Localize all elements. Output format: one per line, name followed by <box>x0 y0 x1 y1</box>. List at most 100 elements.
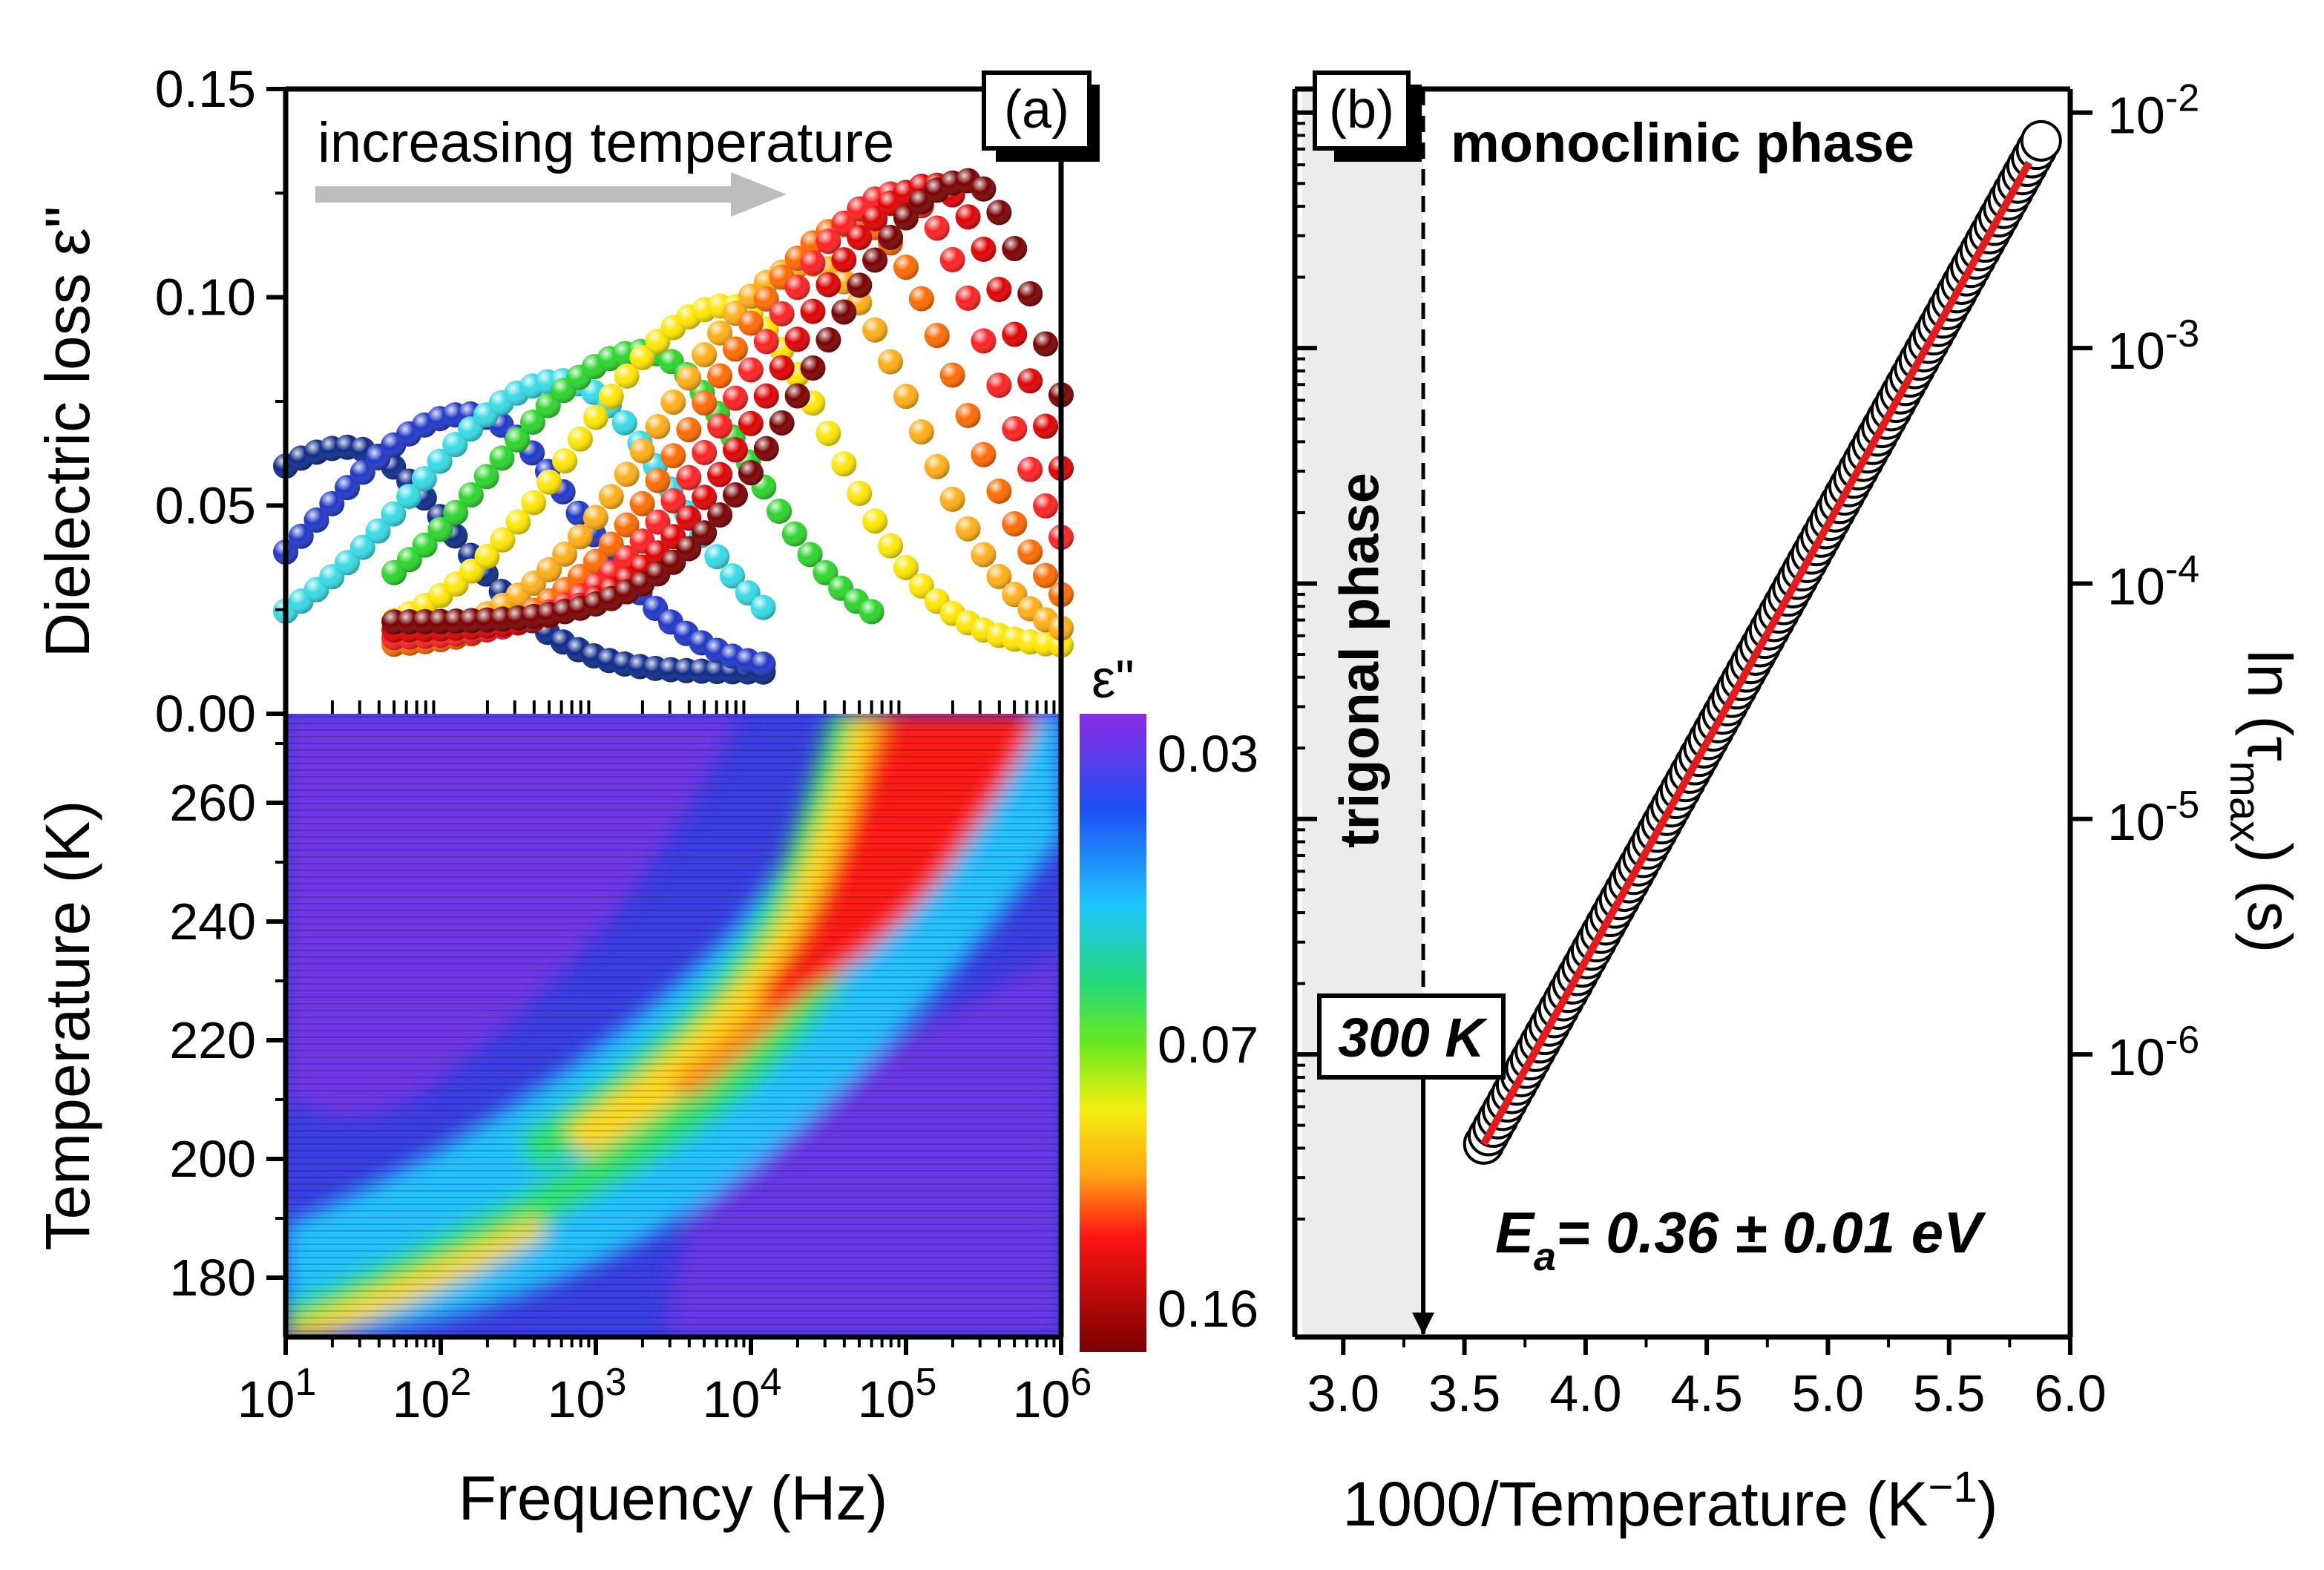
loss-point-shade <box>629 344 655 370</box>
panel-b-axes: 3.0 3.5 4.0 4.5 5.0 5.5 6.0 10-2 10-3 10-4 10-5 10-… <box>1292 77 2199 1422</box>
loss-point-shade <box>800 250 826 276</box>
loss-point-shade <box>939 246 965 272</box>
loss-point-shade <box>442 432 468 458</box>
loss-point-shade <box>986 478 1012 504</box>
loss-point-shade <box>1002 510 1028 536</box>
loss-point-shade <box>692 390 718 416</box>
loss-point-shade <box>535 392 561 418</box>
tau-tick-label-2: 10-4 <box>2107 548 2199 615</box>
temperature-tick-label-3: 240 <box>169 893 256 950</box>
loss-point-shade <box>847 480 873 506</box>
loss-point-shade <box>738 460 764 486</box>
loss-point-shade <box>489 445 515 471</box>
panel-a-top-axes: 0.00 0.05 0.10 0.15 <box>155 60 1064 743</box>
loss-point-shade <box>722 336 748 362</box>
loss-point-shade <box>750 651 776 677</box>
loss-point-shade <box>611 410 637 436</box>
loss-point-shade <box>505 509 531 535</box>
loss-point-shade <box>955 285 981 311</box>
loss-point-shade <box>769 355 795 381</box>
panel-a-label: (a) <box>1004 80 1069 139</box>
loss-point-shade <box>582 404 608 430</box>
loss-point-shade <box>1033 413 1059 439</box>
inv-temp-tick-label-6: 6.0 <box>2034 1364 2106 1422</box>
inv-temp-tick-label-5: 5.5 <box>1913 1364 1985 1422</box>
loss-point-shade <box>676 365 702 391</box>
loss-point-shade <box>971 236 997 262</box>
colorbar-title: ε" <box>1092 650 1135 709</box>
arrhenius-fit-line <box>1480 160 2032 1146</box>
transition-temperature-label: 300 K <box>1338 1007 1488 1068</box>
loss-point-shade <box>707 462 733 487</box>
loss-point-shade <box>722 437 748 463</box>
loss-point-shade <box>986 200 1012 226</box>
loss-point-shade <box>1017 368 1043 394</box>
loss-point-shade <box>567 524 593 550</box>
temperature-tick-label-1: 200 <box>169 1130 256 1188</box>
loss-point-shade <box>784 383 810 409</box>
loss-point-shade <box>815 229 841 254</box>
frequency-tick-label-2: 103 <box>548 1361 627 1428</box>
loss-point-shade <box>924 453 950 479</box>
loss-point-shade <box>536 556 562 582</box>
loss-point-shade <box>986 277 1012 303</box>
loss-point-shade <box>303 507 329 533</box>
loss-point-shade <box>365 518 391 544</box>
loss-point-shade <box>692 342 718 368</box>
loss-point-shade <box>738 310 764 336</box>
loss-point-shade <box>1002 321 1028 347</box>
inverse-temperature-axis-label: 1000/Temperature (K−1) <box>1342 1463 1998 1539</box>
loss-point-shade <box>707 363 733 389</box>
loss-point-shade <box>614 512 640 538</box>
loss-point-shade <box>645 467 671 493</box>
inv-temp-tick-label-2: 4.0 <box>1549 1364 1621 1422</box>
tau-tick-label-4: 10-6 <box>2107 1019 2199 1086</box>
loss-point-shade <box>862 508 888 534</box>
loss-point-shade <box>800 355 826 381</box>
inv-temp-tick-label-4: 5.0 <box>1792 1364 1864 1422</box>
loss-point-shade <box>769 410 795 436</box>
loss-ytick-label-0: 0.00 <box>155 685 256 743</box>
loss-point-shade <box>707 413 733 439</box>
loss-point-shade <box>908 419 934 445</box>
loss-series-group <box>273 168 1074 685</box>
temperature-tick-label-0: 180 <box>169 1249 256 1307</box>
loss-point-shade <box>924 215 950 241</box>
inv-temp-tick-label-0: 3.0 <box>1307 1364 1379 1422</box>
loss-point-shade <box>335 475 361 501</box>
loss-point-shade <box>660 390 686 416</box>
loss-ytick-label-2: 0.10 <box>155 269 256 326</box>
loss-ytick-label-3: 0.15 <box>155 60 256 118</box>
loss-point-shade <box>815 272 841 298</box>
frequency-axis-label: Frequency (Hz) <box>459 1463 888 1533</box>
colorbar: ε" 0.03 0.07 0.16 <box>1080 650 1258 1352</box>
loss-point-shade <box>474 543 500 569</box>
loss-point-shade <box>598 383 624 409</box>
loss-point-shade <box>769 300 795 326</box>
loss-point-shade <box>660 488 686 514</box>
loss-point-shade <box>473 464 499 490</box>
loss-point-shade <box>412 532 438 558</box>
loss-point-shade <box>753 329 779 355</box>
loss-point-shade <box>847 225 873 251</box>
heatmap-axes: 180 200 220 240 260 101 102 103 104 105 106 <box>169 714 1092 1428</box>
activation-energy-annotation: Ea= 0.36 ± 0.01 eV <box>1495 1200 1986 1279</box>
loss-point-shade <box>831 247 857 273</box>
loss-point-shade <box>847 272 873 298</box>
loss-axis-label: Dielectric loss ε" <box>33 206 102 658</box>
loss-point-shade <box>893 554 919 580</box>
transition-annotation: 300 K <box>1317 993 1506 1335</box>
loss-point-shade <box>335 550 361 576</box>
loss-point-shade <box>1017 280 1043 306</box>
loss-point-shade <box>1002 416 1028 441</box>
loss-point-shade <box>862 206 888 231</box>
loss-point-shade <box>629 438 655 464</box>
loss-point-shade <box>813 559 838 585</box>
loss-point-shade <box>955 402 981 428</box>
loss-point-shade <box>521 490 547 516</box>
increasing-temperature-annotation: increasing temperature <box>318 111 894 174</box>
loss-point-shade <box>720 563 746 589</box>
loss-point-shade <box>1017 539 1043 565</box>
arrow-increasing-temperature <box>315 172 787 217</box>
